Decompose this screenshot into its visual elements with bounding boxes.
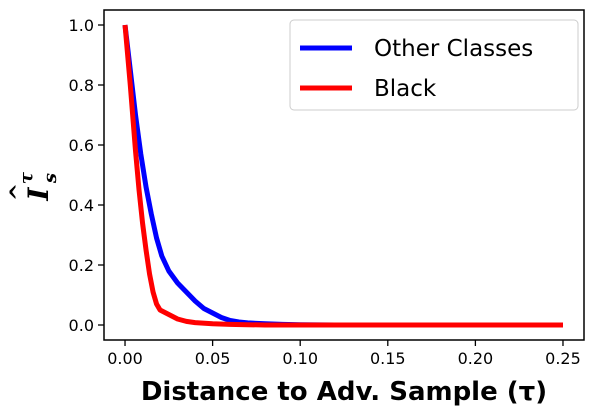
y-tick-label: 0.8 [69, 76, 94, 95]
legend-label: Black [374, 76, 437, 102]
y-tick-label: 0.2 [69, 256, 94, 275]
x-tick-label: 0.10 [282, 349, 318, 368]
y-tick-label: 0.4 [69, 196, 94, 215]
y-axis-label: I ^ τ s [6, 171, 61, 201]
legend: Other Classes Black [289, 19, 579, 111]
y-axis-label-hat: ^ [6, 183, 32, 201]
x-tick-label: 0.20 [458, 349, 494, 368]
legend-items: Other Classes Black [300, 36, 533, 102]
y-tick-label: 0.6 [69, 136, 94, 155]
y-tick-label: 1.0 [69, 16, 94, 35]
y-axis-label-base: I [22, 187, 55, 202]
series-line-black [122, 24, 563, 328]
legend-label: Other Classes [374, 36, 533, 62]
y-tick-label: 0.0 [69, 316, 94, 335]
x-tick-label: 0.25 [545, 349, 581, 368]
x-axis-ticks: 0.00 0.05 0.10 0.15 0.20 0.25 [107, 340, 581, 368]
series-layer [122, 24, 563, 328]
y-axis-label-sup: τ [16, 171, 37, 184]
y-axis-ticks: 0.0 0.2 0.4 0.6 0.8 1.0 [69, 16, 104, 335]
x-axis-label: Distance to Adv. Sample (τ) [141, 377, 547, 407]
y-axis-label-sub: s [40, 173, 61, 184]
x-tick-label: 0.05 [195, 349, 231, 368]
legend-box [289, 19, 579, 111]
plot-frame [103, 9, 585, 341]
x-tick-label: 0.15 [370, 349, 406, 368]
x-tick-label: 0.00 [107, 349, 143, 368]
